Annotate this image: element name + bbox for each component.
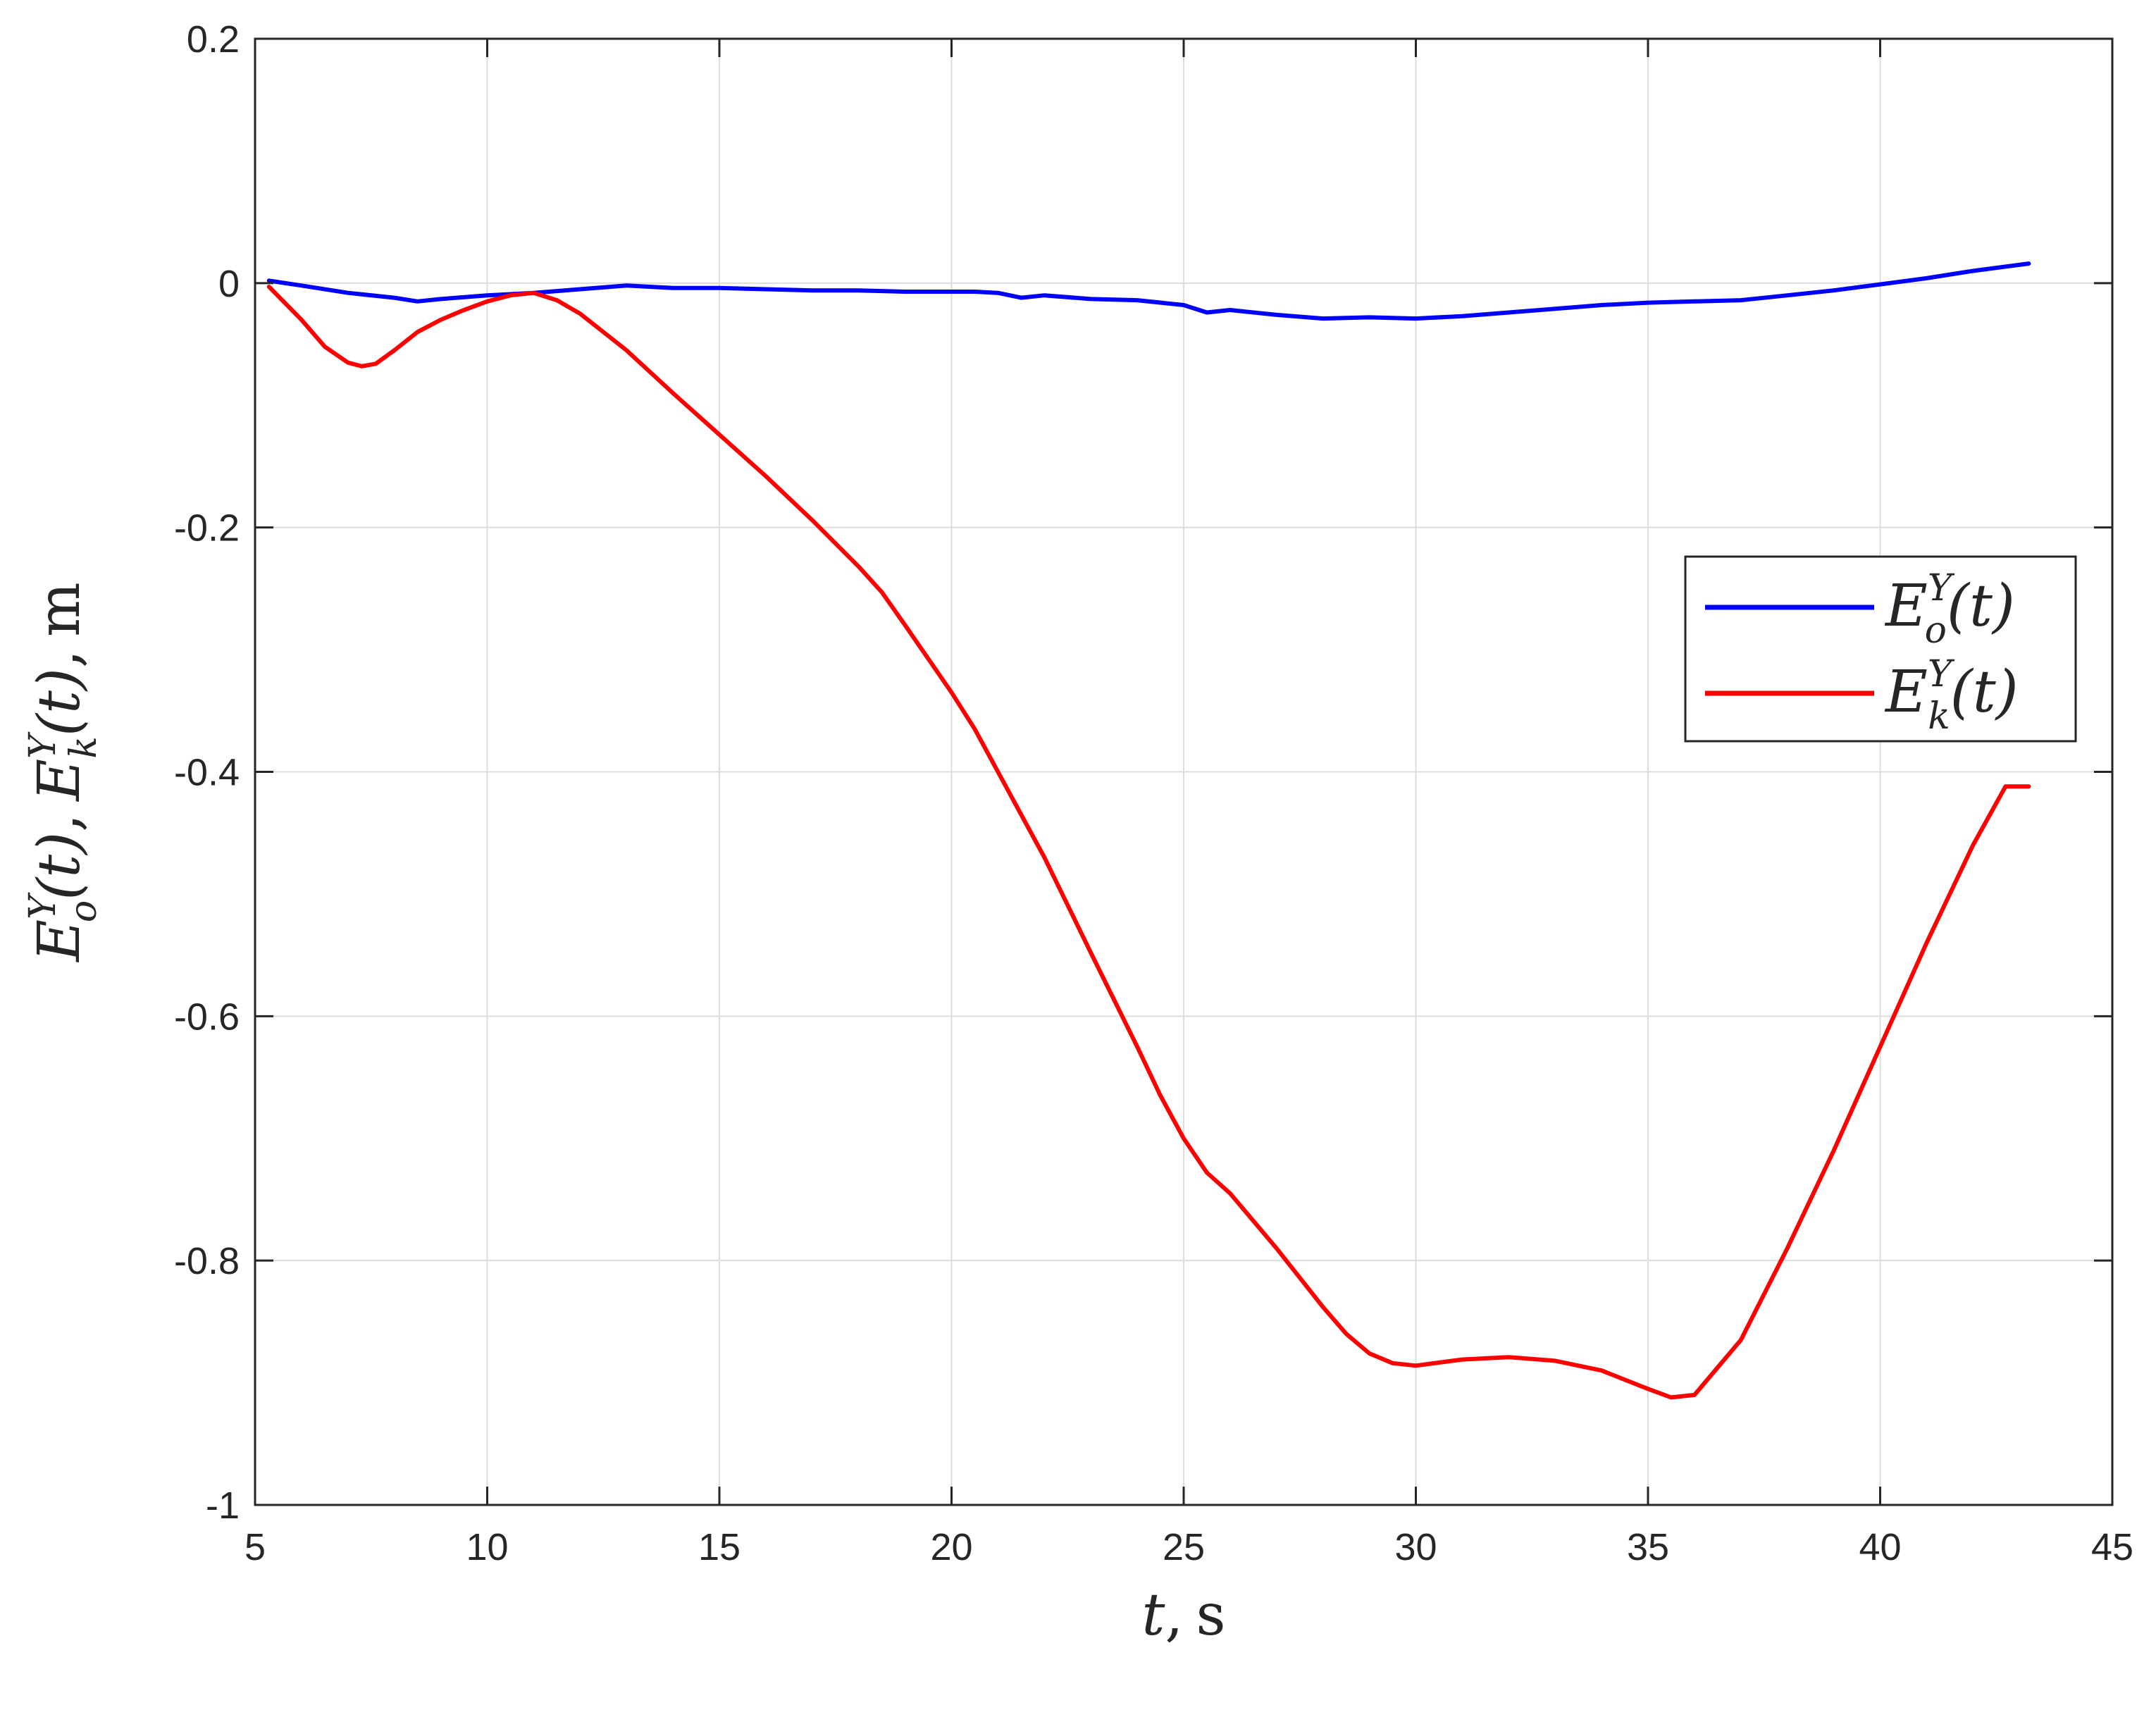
tick-labels: 5 10 15 20 25 30 35 40 45 0.2 0 -0.2 -0.4 -0.6 -0.8 -1 xyxy=(174,18,2133,1568)
x-axis-label: t, s xyxy=(1141,1582,1225,1649)
x-tick-label: 20 xyxy=(930,1526,972,1568)
y-axis-label: EYo(t),EYk(t),m xyxy=(22,582,105,962)
y-tick-label: -1 xyxy=(206,1484,240,1527)
legend-box xyxy=(1684,555,2077,743)
y-tick-label: -0.6 xyxy=(174,996,240,1038)
y-tick-label: -0.2 xyxy=(174,507,240,550)
x-tick-label: 5 xyxy=(244,1526,266,1568)
x-tick-label: 10 xyxy=(466,1526,508,1568)
y-tick-label: -0.4 xyxy=(174,752,240,794)
x-tick-label: 45 xyxy=(2091,1526,2133,1568)
legend-label-eo: EY o(t) xyxy=(1884,567,2015,652)
x-tick-label: 15 xyxy=(698,1526,741,1568)
y-tick-label: 0 xyxy=(218,263,240,305)
y-tick-label: 0.2 xyxy=(187,18,240,61)
series-line-ek xyxy=(266,285,2031,1400)
x-tick-label: 35 xyxy=(1627,1526,1669,1568)
x-tick-label: 40 xyxy=(1859,1526,1901,1568)
x-tick-label: 25 xyxy=(1163,1526,1205,1568)
legend-label-ek: EY k(t) xyxy=(1884,653,2019,738)
ticks xyxy=(254,37,2114,1506)
legend: EY o(t) EY k(t) xyxy=(1684,555,2077,743)
y-tick-label: -0.8 xyxy=(174,1240,240,1282)
x-tick-label: 30 xyxy=(1394,1526,1437,1568)
grid xyxy=(254,38,2113,1506)
series-layer xyxy=(266,261,2031,1400)
